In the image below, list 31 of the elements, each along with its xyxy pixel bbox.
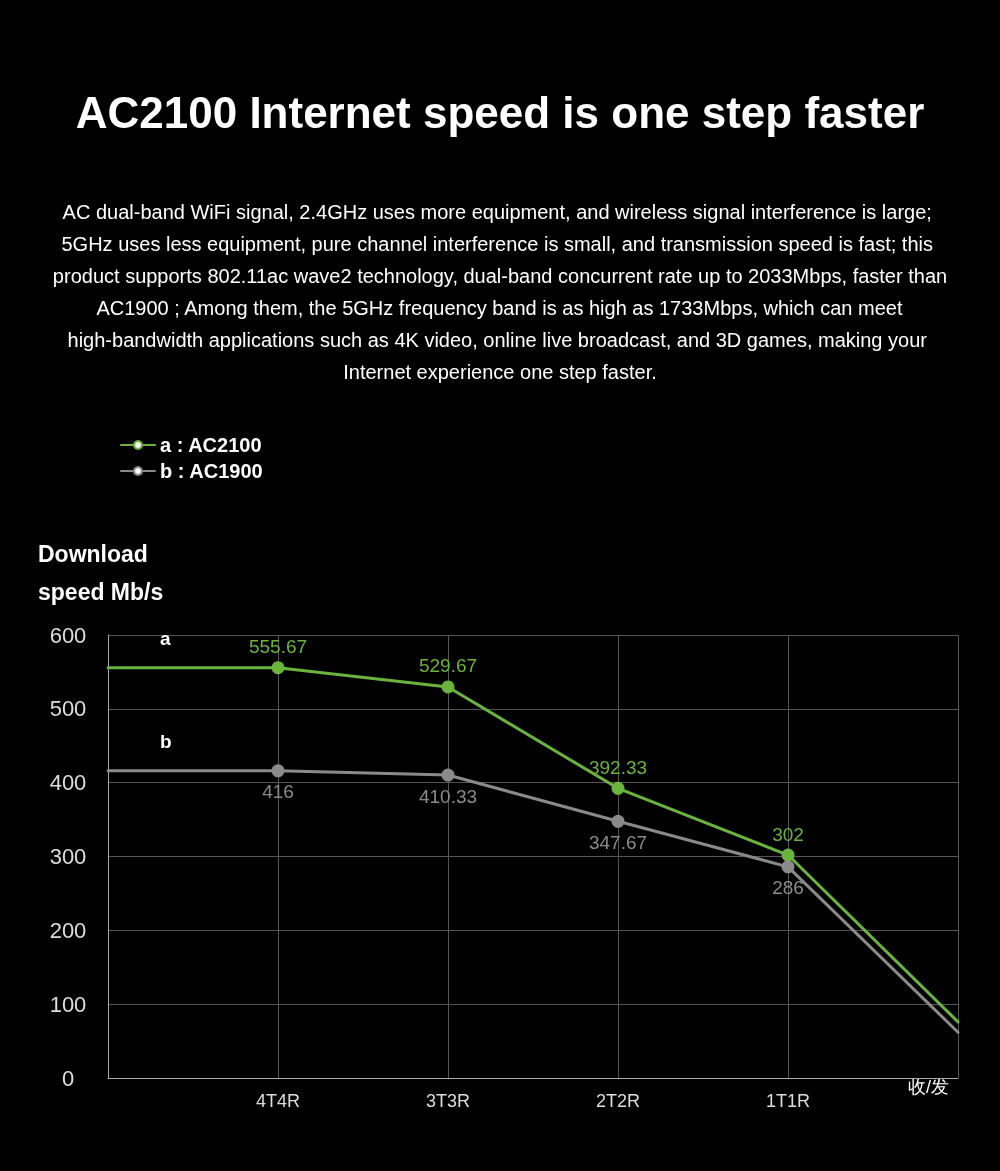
point [271, 764, 285, 778]
x-tick-label: 2T2R [595, 1091, 641, 1111]
point [611, 781, 625, 795]
y-tick-label: 300 [49, 844, 87, 869]
data-label: 555.67 [248, 636, 308, 658]
point [441, 680, 455, 694]
legend-label: a : AC2100 [160, 434, 262, 456]
y-tick-label: 100 [49, 991, 87, 1017]
y-tick-label: 600 [49, 622, 87, 648]
annotation: b [160, 730, 172, 752]
y-tick-label: 400 [49, 770, 87, 796]
data-label: 302 [772, 823, 804, 845]
x-tick-label: 4T4R [255, 1091, 301, 1111]
point [781, 848, 795, 862]
y-tick-label: 0 [61, 1065, 75, 1091]
x-axis-title: 收/发 [908, 1077, 950, 1097]
annotation: a [160, 627, 171, 649]
y-axis-title: Download speed Mb/s [38, 541, 164, 605]
data-label: 392.33 [588, 756, 648, 778]
x-tick-label: 1T1R [765, 1091, 811, 1111]
x-tick-label: 3T3R [425, 1091, 471, 1111]
point [441, 768, 455, 782]
y-tick-label: 200 [49, 917, 87, 943]
point [271, 661, 285, 675]
chart-subtitle: AC dual-band WiFi signal, 2.4GHz uses more equipment, and wireless signal interference is large; 5GHz uses less equipment, pure channel interference is small, and transmission speed is fast; this product supports 802.11ac wave2 technology, dual-band concurrent rate up to 2033Mbps, faster than AC1900 ; Among them, the 5GHz frequency band is as high as 1733Mbps, which can meet high-bandwidth applications such as 4K video, online live broadcast, and 3D games, making your Internet experience one step faster. [52, 201, 948, 383]
y-tick-label: 500 [49, 696, 87, 722]
data-label: 529.67 [418, 655, 478, 677]
point [781, 860, 795, 874]
chart-title: AC2100 Internet speed is one step faster [75, 87, 925, 137]
legend-label: b : AC1900 [160, 460, 263, 482]
point [611, 814, 625, 828]
